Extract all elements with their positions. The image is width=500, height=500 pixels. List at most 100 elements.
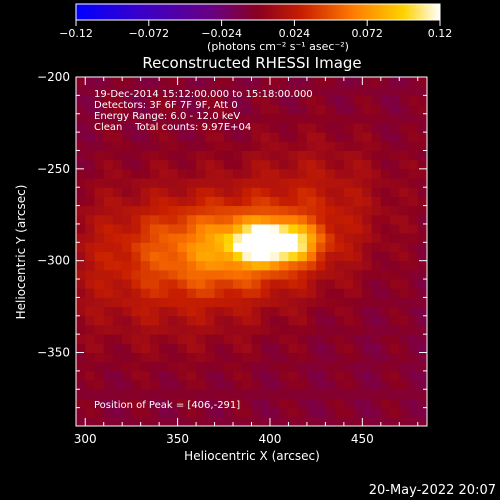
heatmap-cell [94, 370, 105, 381]
heatmap-cell [288, 122, 299, 133]
heatmap-cell [94, 196, 105, 207]
heatmap-cell [362, 361, 373, 372]
heatmap-cell [269, 187, 280, 197]
heatmap-cell [131, 113, 142, 124]
heatmap-cell [159, 343, 169, 354]
heatmap-cell [297, 352, 308, 363]
heatmap-cell [269, 398, 280, 409]
heatmap-cell [186, 380, 197, 390]
heatmap-cell [325, 343, 336, 354]
heatmap-cell [371, 389, 382, 399]
heatmap-cell [168, 187, 179, 197]
heatmap-cell [380, 315, 391, 326]
heatmap-cell [353, 242, 363, 252]
heatmap-cell [279, 407, 289, 418]
heatmap-cell [353, 150, 363, 161]
heatmap-cell [214, 288, 225, 298]
heatmap-cell [306, 288, 317, 298]
heatmap-cell [269, 95, 280, 106]
heatmap-cell [408, 324, 419, 335]
heatmap-cell [371, 223, 382, 234]
heatmap-cell [297, 361, 308, 372]
heatmap-cell [196, 150, 206, 161]
heatmap-cell [122, 205, 132, 216]
heatmap-cell [149, 288, 160, 298]
heatmap-cell [343, 398, 354, 409]
heatmap-cell [316, 398, 326, 409]
heatmap-cell [279, 352, 289, 363]
heatmap-cell [149, 260, 160, 271]
heatmap-cell [112, 315, 123, 326]
heatmap-cell [334, 196, 345, 207]
heatmap-cell [362, 104, 373, 115]
heatmap-cell [408, 306, 419, 317]
heatmap-cell [131, 380, 142, 390]
heatmap-cell [390, 324, 400, 335]
heatmap-cell [196, 343, 206, 354]
heatmap-cell [390, 260, 400, 271]
heatmap-cell [316, 168, 326, 179]
heatmap-cell [223, 168, 234, 179]
heatmap-cell [371, 297, 382, 308]
heatmap-cell [399, 288, 410, 298]
heatmap-cell [159, 370, 169, 381]
heatmap-cell [103, 178, 114, 188]
heatmap-cell [353, 315, 363, 326]
heatmap-cell [177, 352, 188, 363]
heatmap-cell [343, 178, 354, 188]
heatmap-cell [334, 178, 345, 188]
heatmap-cell [325, 77, 336, 87]
heatmap-cell [112, 297, 123, 308]
heatmap-cell [408, 251, 419, 262]
heatmap-cell [196, 389, 206, 399]
heatmap-cell [112, 141, 123, 151]
heatmap-cell [76, 178, 86, 188]
heatmap-cell [76, 242, 86, 252]
heatmap-cell [196, 132, 206, 142]
heatmap-cell [112, 334, 123, 344]
heatmap-cell [325, 288, 336, 298]
heatmap-cell [362, 334, 373, 344]
heatmap-cell [390, 361, 400, 372]
heatmap-cell [76, 132, 86, 142]
heatmap-cell [214, 389, 225, 399]
heatmap-cell [399, 407, 410, 418]
heatmap-cell [325, 150, 336, 161]
heatmap-cell [390, 214, 400, 225]
heatmap-cell [334, 251, 345, 262]
heatmap-cell [371, 251, 382, 262]
heatmap-cell [279, 324, 289, 335]
heatmap-cell [196, 77, 206, 87]
heatmap-cell [149, 141, 160, 151]
heatmap-cell [380, 196, 391, 207]
heatmap-cell [380, 380, 391, 390]
heatmap-cell [223, 389, 234, 399]
heatmap-cell [85, 95, 95, 106]
heatmap-cell [371, 288, 382, 298]
heatmap-cell [269, 389, 280, 399]
heatmap-cell [380, 242, 391, 252]
heatmap-cell [408, 260, 419, 271]
heatmap-cell [103, 242, 114, 252]
heatmap-cell [288, 113, 299, 124]
heatmap-cell [316, 370, 326, 381]
heatmap-cell [103, 223, 114, 234]
heatmap-cell [325, 380, 336, 390]
heatmap-cell [159, 251, 169, 262]
heatmap-cell [233, 361, 243, 372]
heatmap-cell [159, 398, 169, 409]
heatmap-cell [196, 205, 206, 216]
heatmap-cell [131, 168, 142, 179]
heatmap-cell [94, 104, 105, 115]
heatmap-cell [76, 380, 86, 390]
heatmap-cell [371, 122, 382, 133]
heatmap-cell [306, 104, 317, 115]
heatmap-cell [122, 260, 132, 271]
heatmap-cell [122, 380, 132, 390]
heatmap-cell [131, 86, 142, 96]
heatmap-cell [260, 150, 271, 161]
heatmap-cell [408, 288, 419, 298]
heatmap-cell [76, 205, 86, 216]
heatmap-cell [343, 389, 354, 399]
heatmap-cell [288, 334, 299, 344]
